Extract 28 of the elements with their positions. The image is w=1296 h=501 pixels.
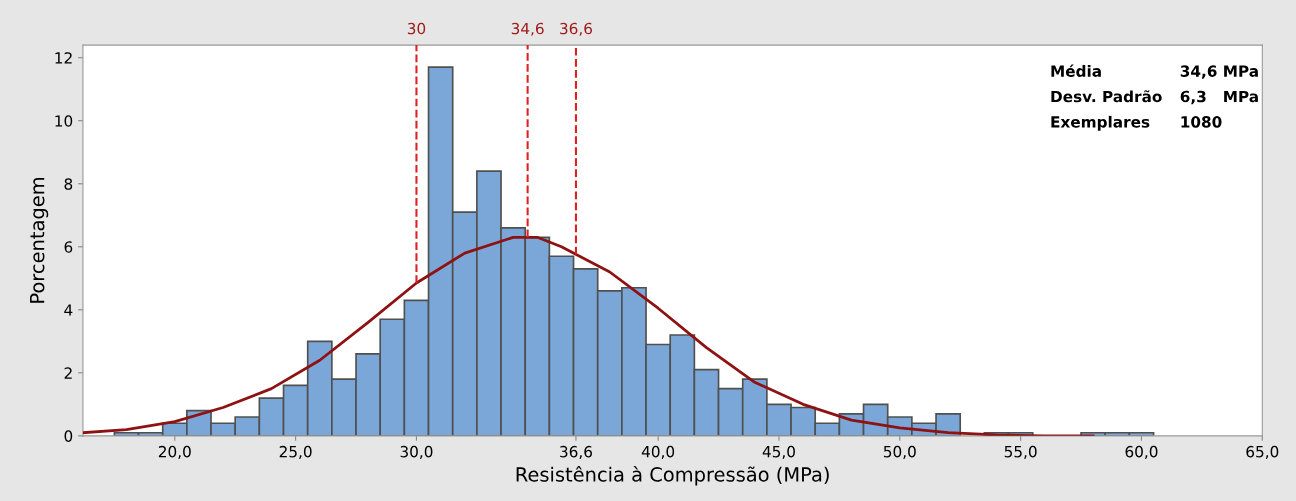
- x-tick-label: 45,0: [762, 445, 795, 459]
- annotation: 1080: [1181, 116, 1222, 128]
- ref-line-label: 30: [407, 22, 426, 35]
- ref-line-label: 36,6: [560, 22, 592, 36]
- annotation: 6,3 MPa: [1180, 90, 1258, 105]
- x-tick-label: 25,0: [279, 445, 312, 459]
- x-tick-label: 60,0: [1125, 445, 1158, 459]
- annotation: Exemplares: [1051, 115, 1150, 131]
- y-tick-label: 4: [64, 304, 73, 316]
- y-tick-label: 8: [64, 178, 73, 190]
- annotation: Desv. Padrão: [1051, 90, 1162, 103]
- x-tick-label: 40,0: [641, 445, 675, 459]
- x-tick-label: 50,0: [883, 445, 916, 459]
- x-tick-label: 20,0: [158, 445, 191, 459]
- annotation: 34,6 MPa: [1180, 65, 1258, 79]
- x-tick-label: 36,6: [560, 445, 592, 459]
- y-tick-label: 0: [64, 430, 73, 442]
- y-axis-title: Porcentagem: [30, 178, 49, 303]
- x-tick-label: 30,0: [400, 445, 433, 459]
- x-axis-title: Resistência à Compressão (MPa): [516, 465, 829, 486]
- y-tick-label: 10: [55, 115, 73, 127]
- x-tick-label: 55,0: [1004, 445, 1037, 459]
- y-tick-label: 12: [55, 52, 72, 64]
- x-tick-label: 65,0: [1246, 445, 1279, 459]
- y-tick-label: 2: [64, 367, 72, 379]
- annotation: Média: [1051, 64, 1101, 77]
- ref-line-label: 34,6: [511, 22, 544, 36]
- y-tick-label: 6: [64, 241, 73, 253]
